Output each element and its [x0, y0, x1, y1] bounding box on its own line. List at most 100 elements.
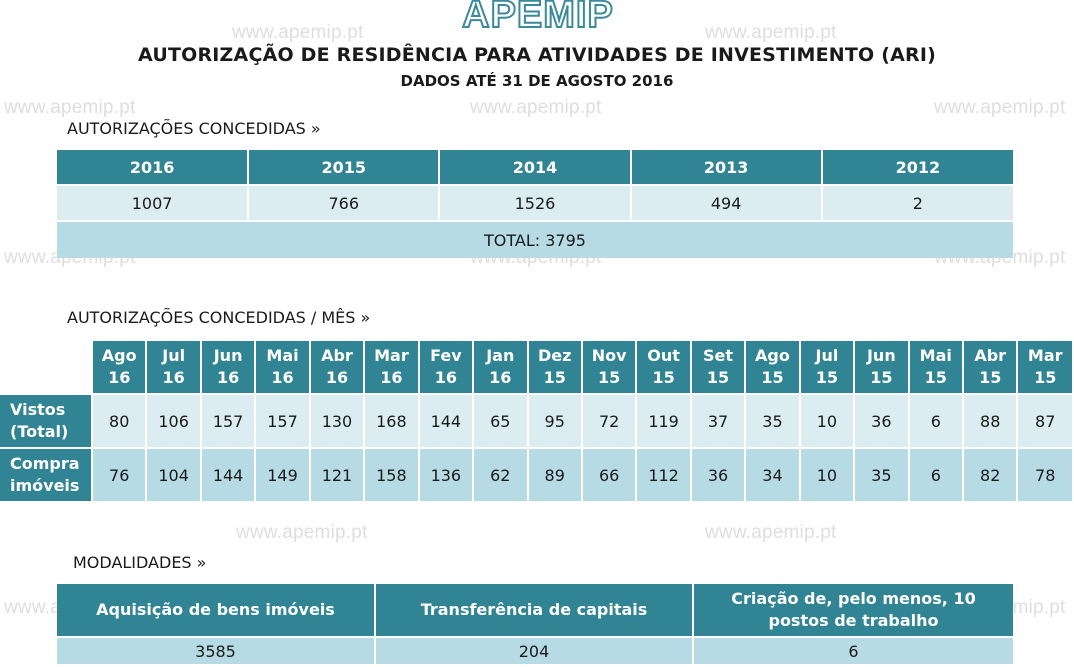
month-value: 72 — [581, 393, 638, 448]
table-header-row: 2016 2015 2014 2013 2012 — [57, 150, 1013, 185]
modality-header: Criação de, pelo menos, 10 postos de tra… — [693, 584, 1013, 637]
month-value: 10 — [799, 447, 856, 501]
year-header: 2014 — [439, 150, 632, 185]
month-name: Jun — [866, 346, 896, 365]
page-title: AUTORIZAÇÃO DE RESIDÊNCIA PARA ATIVIDADE… — [138, 44, 936, 66]
modality-value: 6 — [693, 636, 1013, 664]
month-value: 112 — [636, 447, 692, 501]
month-header: Jul 15 — [799, 341, 856, 394]
watermark: www.apemip.pt — [705, 22, 837, 43]
month-header: Out 15 — [636, 341, 692, 394]
month-header: Fev 16 — [418, 341, 475, 394]
month-value: 104 — [146, 447, 202, 501]
watermark: www.apemip.pt — [236, 522, 368, 543]
month-value: 95 — [527, 393, 583, 448]
year-header: 2016 — [57, 150, 250, 185]
row-header-vistos: Vistos (Total) — [0, 393, 93, 448]
year-header: 2015 — [248, 150, 441, 185]
month-name: Mar — [1027, 346, 1063, 365]
table-row: 1007 766 1526 494 2 — [57, 184, 1013, 221]
row-header-compra: Compra imóveis — [0, 447, 93, 501]
month-header: Ago 15 — [745, 341, 801, 394]
watermark: www.apemip.pt — [4, 97, 136, 118]
month-header: Jun 16 — [200, 341, 257, 394]
month-value: 34 — [745, 447, 801, 501]
monthly-table: Ago 16 Jul 16 Jun 16 Mai 16 Abr 16 Mar 16 Fev 16 Jan 16… — [0, 341, 1072, 501]
month-value: 144 — [200, 447, 257, 501]
year-header: 2013 — [630, 150, 823, 185]
row-header-line: imóveis — [10, 476, 80, 495]
empty-header-cell — [0, 341, 93, 394]
month-value: 6 — [908, 393, 965, 448]
year-value: 1007 — [57, 184, 250, 221]
month-name: Nov — [591, 346, 627, 365]
month-value: 88 — [963, 393, 1019, 448]
month-header: Abr 15 — [963, 341, 1019, 394]
table-header-row: Ago 16 Jul 16 Jun 16 Mai 16 Abr 16 Mar 16 Fev 16 Jan 16… — [0, 341, 1072, 394]
modality-value: 204 — [375, 636, 694, 664]
month-value: 65 — [473, 393, 529, 448]
row-header-line: Vistos — [10, 400, 66, 419]
month-header: Mai 16 — [255, 341, 311, 394]
month-value: 6 — [908, 447, 965, 501]
month-value: 62 — [473, 447, 529, 501]
month-year: 16 — [162, 368, 185, 387]
total-row: TOTAL: 3795 — [57, 220, 1013, 258]
month-year: 15 — [979, 368, 1002, 387]
month-value: 106 — [146, 393, 202, 448]
month-year: 16 — [380, 368, 403, 387]
table-header-row: Aquisição de bens imóveis Transferência … — [57, 584, 1013, 637]
month-value: 78 — [1017, 447, 1072, 501]
month-value: 136 — [418, 447, 475, 501]
month-name: Jul — [162, 346, 186, 365]
month-value: 37 — [690, 393, 747, 448]
month-header: Mar 15 — [1017, 341, 1072, 394]
month-value: 87 — [1017, 393, 1072, 448]
month-value: 157 — [200, 393, 257, 448]
month-year: 16 — [489, 368, 512, 387]
month-year: 16 — [325, 368, 349, 387]
month-name: Fev — [430, 346, 462, 365]
month-header: Jan 16 — [473, 341, 529, 394]
month-header: Set 15 — [690, 341, 747, 394]
watermark: www.apemip.pt — [934, 97, 1066, 118]
month-value: 157 — [255, 393, 311, 448]
month-value: 119 — [636, 393, 692, 448]
month-year: 16 — [271, 368, 294, 387]
watermark: www.apemip.pt — [470, 97, 602, 118]
month-value: 144 — [418, 393, 475, 448]
month-header: Jul 16 — [146, 341, 202, 394]
row-header-line: (Total) — [10, 422, 69, 441]
month-value: 66 — [581, 447, 638, 501]
month-value: 36 — [854, 393, 910, 448]
month-name: Out — [647, 346, 680, 365]
month-value: 80 — [92, 393, 148, 448]
month-value: 158 — [364, 447, 420, 501]
modality-header: Transferência de capitais — [375, 584, 694, 637]
year-value: 2 — [821, 184, 1013, 221]
month-year: 16 — [108, 368, 131, 387]
apemip-logo: APEMIP — [461, 0, 614, 36]
month-name: Set — [703, 346, 734, 365]
month-header: Mai 15 — [908, 341, 965, 394]
table-row: Compra imóveis 76 104 144 149 121 158 136 62 89 66… — [0, 447, 1072, 501]
month-name: Mai — [266, 346, 299, 365]
month-name: Ago — [101, 346, 137, 365]
month-header: Abr 16 — [309, 341, 366, 394]
modality-header: Aquisição de bens imóveis — [57, 584, 376, 637]
month-name: Jul — [815, 346, 839, 365]
annual-table: 2016 2015 2014 2013 2012 1007 766 1526 4… — [57, 150, 1013, 258]
month-value: 168 — [364, 393, 420, 448]
month-year: 15 — [652, 368, 675, 387]
modality-value: 3585 — [57, 636, 376, 664]
section-label-mes: AUTORIZAÇÕES CONCEDIDAS / MÊS » — [67, 308, 371, 327]
month-name: Mai — [919, 346, 952, 365]
watermark: www.apemip.pt — [705, 522, 837, 543]
month-header: Jun 15 — [854, 341, 910, 394]
month-value: 76 — [92, 447, 148, 501]
month-value: 121 — [309, 447, 366, 501]
total-value: TOTAL: 3795 — [57, 220, 1013, 258]
month-value: 149 — [255, 447, 311, 501]
month-header: Mar 16 — [364, 341, 420, 394]
month-name: Dez — [537, 346, 572, 365]
